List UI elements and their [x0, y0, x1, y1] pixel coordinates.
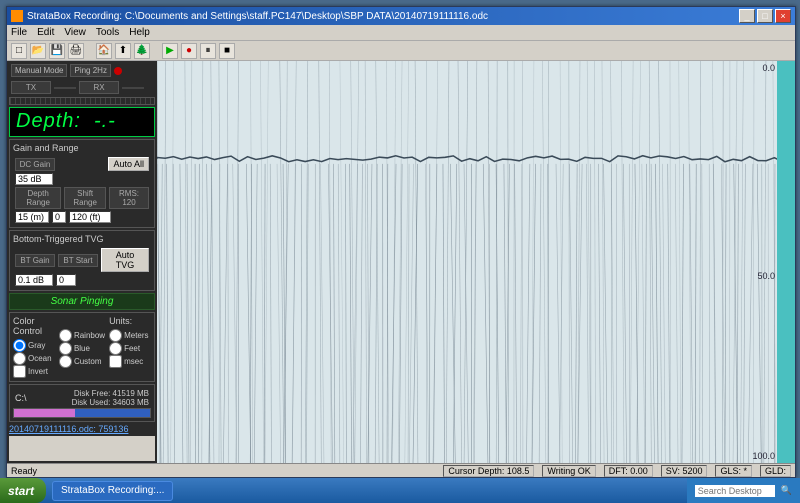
menubar: File Edit View Tools Help — [7, 25, 795, 41]
unit-feet-radio[interactable] — [109, 342, 122, 355]
menu-file[interactable]: File — [11, 27, 27, 38]
statusbar: Ready Cursor Depth: 108.5 Writing OK DFT… — [7, 463, 795, 477]
shift-range-input[interactable] — [69, 211, 111, 223]
record-icon[interactable]: ● — [181, 43, 197, 59]
shift-range-label: Shift Range — [64, 187, 106, 209]
app-icon — [11, 10, 23, 22]
tvg-title: Bottom-Triggered TVG — [13, 234, 151, 244]
scale-label-1: 50.0 — [757, 271, 775, 281]
status-sv: SV: 5200 — [661, 465, 708, 477]
drive-label: C:\ — [15, 393, 27, 403]
stop-icon[interactable]: ■ — [219, 43, 235, 59]
disk-used: Disk Used: 34603 MB — [72, 398, 149, 407]
maximize-button[interactable]: □ — [757, 9, 773, 23]
color-invert-check[interactable] — [13, 365, 26, 378]
control-sidebar: Manual Mode Ping 2Hz TX RX Depth: -.- Ga… — [7, 61, 157, 463]
mode-button[interactable]: Manual Mode — [11, 64, 67, 77]
play-icon[interactable]: ▶ — [162, 43, 178, 59]
close-button[interactable]: × — [775, 9, 791, 23]
bt-start-input[interactable] — [56, 274, 76, 286]
taskbar: start StrataBox Recording:... 🔍 — [0, 478, 800, 503]
color-rainbow-radio[interactable] — [59, 329, 72, 342]
auto-all-button[interactable]: Auto All — [108, 157, 149, 171]
depth-label: Depth: — [16, 110, 81, 132]
open-icon[interactable]: 📂 — [30, 43, 46, 59]
home-icon[interactable]: 🏠 — [96, 43, 112, 59]
window-title: StrataBox Recording: C:\Documents and Se… — [27, 11, 739, 22]
toolbar: □ 📂 💾 🖨 🏠 ⬆ 🌲 ▶ ● ⏸ ■ — [7, 41, 795, 61]
start-button[interactable]: start — [0, 478, 46, 503]
minimize-button[interactable]: _ — [739, 9, 755, 23]
disk-group: C:\ Disk Free: 41519 MB Disk Used: 34603… — [9, 384, 155, 422]
print-icon[interactable]: 🖨 — [68, 43, 84, 59]
rms-label: RMS: 120 — [109, 187, 149, 209]
bt-gain-label: BT Gain — [15, 254, 55, 267]
ping-rate-button[interactable]: Ping 2Hz — [70, 64, 110, 77]
current-file-link[interactable]: 20140719111116.odc: 759136 — [9, 424, 155, 434]
color-gray-radio[interactable] — [13, 339, 26, 352]
unit-meters-radio[interactable] — [109, 329, 122, 342]
tree-icon[interactable]: 🌲 — [134, 43, 150, 59]
status-ready: Ready — [11, 466, 37, 476]
color-control-title: Color Control — [13, 316, 55, 336]
record-indicator-icon — [114, 67, 122, 75]
disk-usage-bar — [13, 408, 151, 418]
disk-free: Disk Free: 41519 MB — [72, 389, 149, 398]
color-ocean-radio[interactable] — [13, 352, 26, 365]
tx-label: TX — [11, 81, 51, 94]
status-cursor-depth: Cursor Depth: 108.5 — [443, 465, 534, 477]
new-icon[interactable]: □ — [11, 43, 27, 59]
color-units-group: Color Control Gray Ocean Invert Rainbow … — [9, 312, 155, 382]
scale-label-2: 100.0 — [752, 451, 775, 461]
search-icon[interactable]: 🔍 — [781, 485, 792, 496]
depth-scale — [777, 61, 795, 463]
units-title: Units: — [109, 316, 151, 326]
tvg-group: Bottom-Triggered TVG BT Gain BT Start Au… — [9, 230, 155, 291]
color-custom-radio[interactable] — [59, 355, 72, 368]
time-ruler — [9, 97, 155, 105]
unit-msec-check[interactable] — [109, 355, 122, 368]
status-gld: GLD: — [760, 465, 791, 477]
desktop-search-input[interactable] — [695, 485, 775, 497]
status-gls: GLS: * — [715, 465, 752, 477]
bt-start-label: BT Start — [58, 254, 98, 267]
bt-gain-input[interactable] — [15, 274, 53, 286]
menu-edit[interactable]: Edit — [37, 27, 54, 38]
system-tray: 🔍 — [687, 478, 800, 503]
app-window: StrataBox Recording: C:\Documents and Se… — [6, 6, 796, 478]
sidebar-filler — [9, 436, 155, 461]
pause-icon[interactable]: ⏸ — [200, 43, 216, 59]
dc-gain-input[interactable] — [15, 173, 53, 185]
titlebar[interactable]: StrataBox Recording: C:\Documents and Se… — [7, 7, 795, 25]
depth-range-num-input[interactable] — [52, 211, 66, 223]
depth-range-input[interactable] — [15, 211, 49, 223]
taskbar-item-stratabox[interactable]: StrataBox Recording:... — [52, 481, 173, 501]
depth-display: Depth: -.- — [9, 107, 155, 137]
up-icon[interactable]: ⬆ — [115, 43, 131, 59]
echogram-canvas[interactable]: 0.0 50.0 100.0 — [157, 61, 795, 463]
save-icon[interactable]: 💾 — [49, 43, 65, 59]
depth-range-label: Depth Range — [15, 187, 61, 209]
gain-range-title: Gain and Range — [13, 143, 151, 153]
depth-value: -.- — [94, 110, 116, 132]
status-writing: Writing OK — [542, 465, 595, 477]
menu-tools[interactable]: Tools — [96, 27, 119, 38]
dc-gain-label: DC Gain — [15, 158, 55, 171]
tx-value — [54, 87, 76, 89]
rx-label: RX — [79, 81, 119, 94]
sonar-pinging-button[interactable]: Sonar Pinging — [9, 293, 155, 310]
rx-value — [122, 87, 144, 89]
menu-help[interactable]: Help — [129, 27, 150, 38]
status-dft: DFT: 0.00 — [604, 465, 653, 477]
auto-tvg-button[interactable]: Auto TVG — [101, 248, 149, 272]
scale-label-0: 0.0 — [762, 63, 775, 73]
gain-range-group: Gain and Range DC Gain Auto All Depth Ra… — [9, 139, 155, 228]
menu-view[interactable]: View — [64, 27, 86, 38]
color-blue-radio[interactable] — [59, 342, 72, 355]
